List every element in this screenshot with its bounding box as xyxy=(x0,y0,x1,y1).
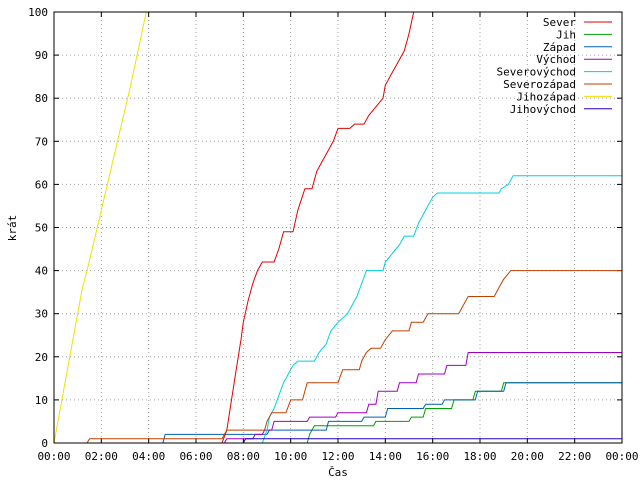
x-tick-label: 16:00 xyxy=(416,450,449,463)
x-tick-label: 00:00 xyxy=(37,450,70,463)
series-line-severozápad xyxy=(54,270,622,443)
x-tick-label: 14:00 xyxy=(369,450,402,463)
x-tick-label: 20:00 xyxy=(511,450,544,463)
legend-label: Sever xyxy=(543,16,576,29)
series-line-jih xyxy=(54,382,622,443)
x-tick-label: 22:00 xyxy=(558,450,591,463)
y-tick-label: 80 xyxy=(35,92,48,105)
y-tick-label: 0 xyxy=(41,437,48,450)
y-tick-label: 30 xyxy=(35,308,48,321)
plot-frame xyxy=(53,11,623,444)
y-tick-label: 20 xyxy=(35,351,48,364)
series-line-východ xyxy=(54,352,622,443)
legend-label: Jih xyxy=(556,28,576,41)
x-tick-label: 00:00 xyxy=(605,450,638,463)
legend-label: Jihozápad xyxy=(516,90,576,103)
x-axis-label: Čas xyxy=(328,466,348,479)
x-tick-label: 12:00 xyxy=(321,450,354,463)
x-tick-label: 08:00 xyxy=(227,450,260,463)
x-tick-label: 10:00 xyxy=(274,450,307,463)
x-tick-label: 06:00 xyxy=(179,450,212,463)
legend-label: Západ xyxy=(543,41,576,54)
x-tick-label: 18:00 xyxy=(463,450,496,463)
legend-label: Východ xyxy=(536,53,576,66)
legend-label: Severozápad xyxy=(503,78,576,91)
axis-ticks: 00:00 02:00 04:00 06:00 08:00 10:00 12:00 14:00… xyxy=(28,6,638,463)
series-line-severovýchod xyxy=(54,175,622,443)
series-line-západ xyxy=(54,382,622,443)
legend-label: Severovýchod xyxy=(497,66,576,79)
series-line-sever xyxy=(54,12,415,443)
y-axis-label: krát xyxy=(6,215,19,242)
x-tick-label: 04:00 xyxy=(132,450,165,463)
series-line-jihozápad xyxy=(54,12,147,443)
y-tick-label: 40 xyxy=(35,265,48,278)
y-tick-label: 50 xyxy=(35,222,48,235)
series-line-jihovýchod xyxy=(54,438,622,443)
grid xyxy=(54,12,622,443)
series-lines xyxy=(54,12,622,443)
x-tick-label: 02:00 xyxy=(85,450,118,463)
y-tick-label: 60 xyxy=(35,178,48,191)
y-tick-label: 90 xyxy=(35,49,48,62)
legend: SeverJihZápadVýchodSeverovýchodSeverozáp… xyxy=(497,16,612,116)
y-tick-label: 10 xyxy=(35,394,48,407)
y-tick-label: 100 xyxy=(28,6,48,19)
y-tick-label: 70 xyxy=(35,135,48,148)
legend-label: Jihovýchod xyxy=(510,103,576,116)
